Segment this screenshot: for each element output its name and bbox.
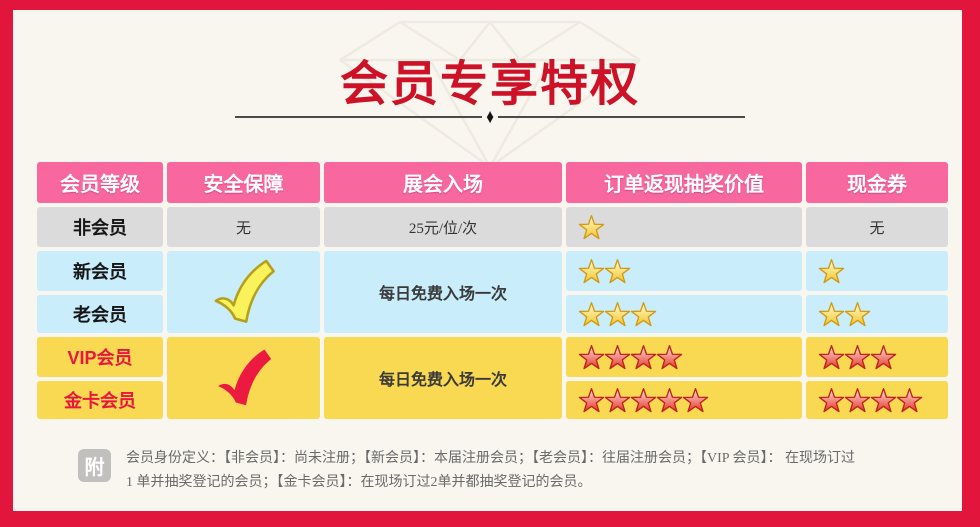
diamond-icon: ♦ (486, 106, 494, 128)
level-cell-vip-member: VIP会员 (37, 337, 163, 377)
red-star-icon (604, 344, 631, 369)
yellow-star-icon (844, 301, 871, 326)
red-star-icon (896, 387, 923, 412)
voucher-stars-cell-vip-member (806, 337, 948, 377)
note-text: 会员身份定义：【非会员】：尚未注册；【新会员】：本届注册会员；【老会员】：往届注… (126, 447, 855, 495)
voucher-stars-cell-gold-member (806, 381, 948, 419)
header-cell-entry: 展会入场 (324, 162, 562, 203)
red-star-icon (578, 387, 605, 412)
page-title: 会员专享特权 (339, 58, 640, 111)
red-star-icon (870, 344, 897, 369)
yellow-star-icon (578, 301, 605, 326)
yellow-star-icon (818, 258, 845, 283)
frame-border-right (962, 0, 980, 527)
note-badge: 附 (78, 449, 111, 482)
yellow-star-icon (578, 214, 605, 239)
diamond-watermark-icon (339, 20, 641, 169)
divider-line-left (235, 116, 482, 118)
lottery-stars-cell-gold-member (566, 381, 802, 419)
red-star-icon (682, 387, 709, 412)
entry-cell-vip-merged: 每日免费入场一次 (324, 337, 562, 419)
level-cell-new-member: 新会员 (37, 251, 163, 291)
red-star-icon (630, 344, 657, 369)
voucher-cell-nonmember: 无 (806, 207, 948, 247)
red-star-icon (870, 387, 897, 412)
level-cell-gold-member: 金卡会员 (37, 381, 163, 419)
entry-cell-members-merged: 每日免费入场一次 (324, 251, 562, 333)
red-star-icon (604, 387, 631, 412)
yellow-star-icon (604, 301, 631, 326)
red-check-icon (217, 349, 271, 406)
red-star-icon (818, 387, 845, 412)
frame-border-left (0, 0, 13, 527)
security-cell-vip-merged (167, 337, 320, 419)
header-cell-lottery-value: 订单返现抽奖价值 (566, 162, 802, 203)
red-star-icon (818, 344, 845, 369)
red-star-icon (656, 387, 683, 412)
note-text-line2: 1 单并抽奖登记的会员；【金卡会员】：在现场订过2单并都抽奖登记的会员。 (126, 475, 592, 490)
header-cell-cash-voucher: 现金券 (806, 162, 948, 203)
red-star-icon (656, 344, 683, 369)
entry-cell-nonmember: 25元/位/次 (324, 207, 562, 247)
footer-note: 附 会员身份定义：【非会员】：尚未注册；【新会员】：本届注册会员；【老会员】：往… (78, 447, 908, 495)
header-cell-member-level: 会员等级 (37, 162, 163, 203)
red-star-icon (844, 387, 871, 412)
level-cell-old-member: 老会员 (37, 295, 163, 333)
header-cell-security: 安全保障 (167, 162, 320, 203)
lottery-stars-cell-new-member (566, 251, 802, 291)
red-star-icon (630, 387, 657, 412)
yellow-check-icon (214, 259, 275, 323)
red-star-icon (844, 344, 871, 369)
yellow-star-icon (578, 258, 605, 283)
divider-line-right (498, 116, 745, 118)
frame-border-top (0, 0, 980, 10)
security-cell-members-merged (167, 251, 320, 333)
yellow-star-icon (630, 301, 657, 326)
title-divider: ♦ (235, 106, 745, 128)
lottery-stars-cell-old-member (566, 295, 802, 333)
security-cell-nonmember: 无 (167, 207, 320, 247)
lottery-stars-cell-vip-member (566, 337, 802, 377)
yellow-star-icon (604, 258, 631, 283)
red-star-icon (578, 344, 605, 369)
lottery-stars-cell-nonmember (566, 207, 802, 247)
yellow-star-icon (818, 301, 845, 326)
voucher-stars-cell-old-member (806, 295, 948, 333)
note-text-line1: 会员身份定义：【非会员】：尚未注册；【新会员】：本届注册会员；【老会员】：往届注… (126, 451, 856, 466)
level-cell-nonmember: 非会员 (37, 207, 163, 247)
privileges-table: 会员等级 安全保障 展会入场 订单返现抽奖价值 现金券 非会员 无 25元/位/… (37, 162, 948, 419)
voucher-stars-cell-new-member (806, 251, 948, 291)
frame-border-bottom (0, 511, 980, 527)
